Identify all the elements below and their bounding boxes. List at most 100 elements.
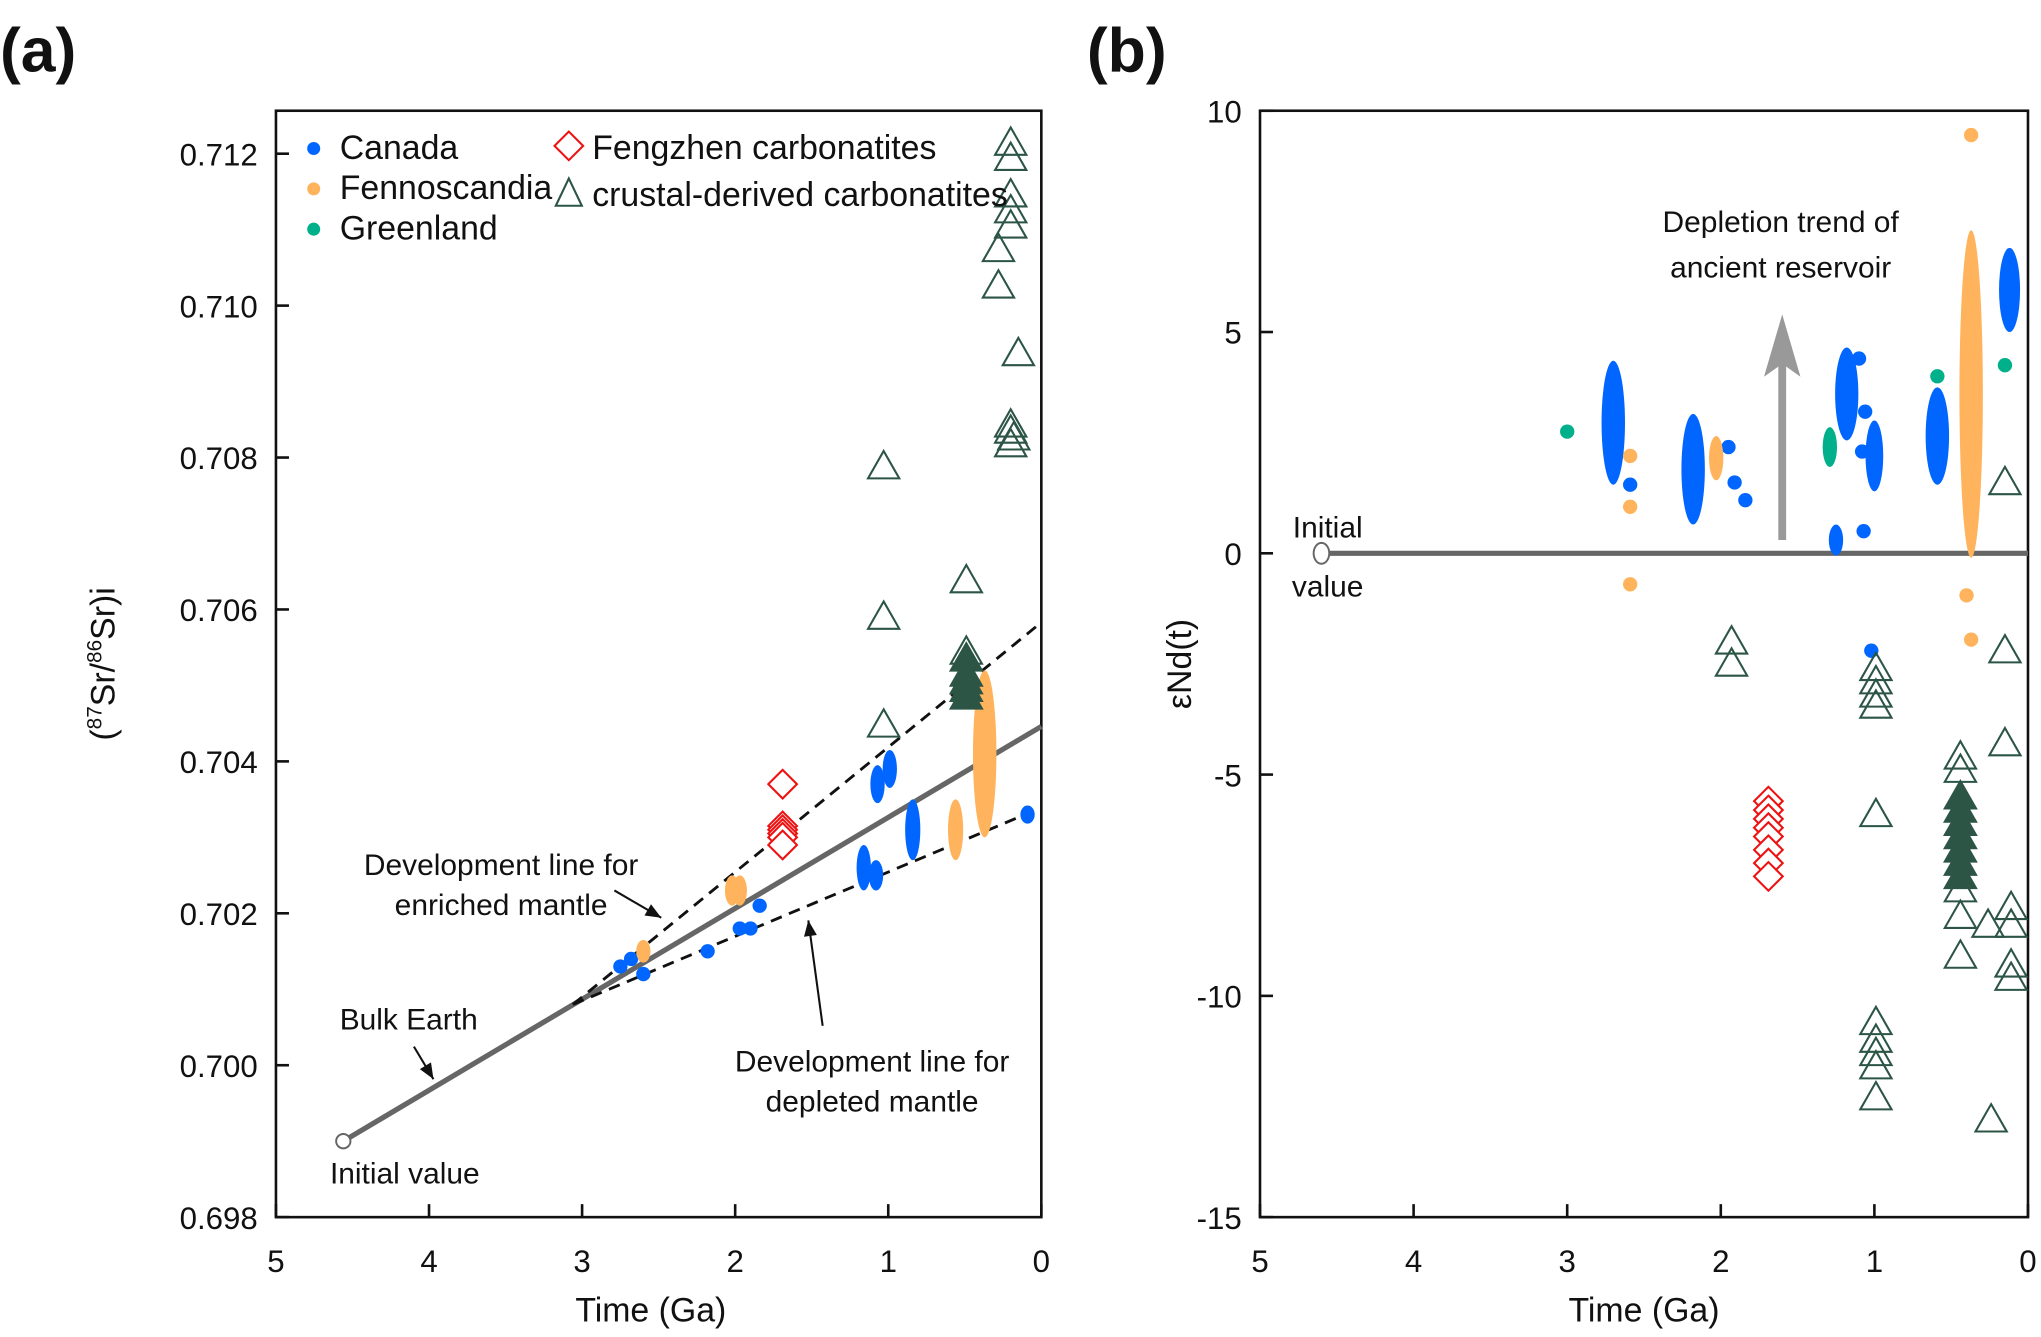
x-tick-label: 3 (1559, 1244, 1576, 1279)
point-fennoscandia (1959, 230, 1983, 558)
point-canada (1828, 524, 1844, 556)
x-tick-label: 5 (267, 1244, 284, 1279)
point-crustal-derived-carbonatites (1858, 688, 1894, 719)
point-canada (752, 898, 767, 913)
annotation-initial-2: value (1292, 570, 1364, 603)
point-canada (1865, 420, 1884, 492)
point-crustal-derived-carbonatites (1714, 646, 1749, 677)
y-tick-label: 0.708 (180, 441, 258, 476)
annotation-enriched-2: enriched mantle (395, 889, 608, 922)
point-crustal-derived-carbonatites (1858, 677, 1894, 708)
point-crustal-derived-carbonatites (866, 707, 902, 738)
point-canada (1851, 351, 1867, 366)
annotation-initial-value: Initial value (330, 1157, 480, 1190)
legend-marker-crustal (554, 176, 584, 207)
arrow-head-icon (803, 920, 817, 937)
x-tick-label: 5 (1251, 1244, 1268, 1279)
annotation-trend-2: ancient reservoir (1670, 251, 1891, 284)
point-canada (905, 799, 921, 861)
point-crustal-derived-carbonatites (1942, 898, 1978, 929)
point-greenland (1560, 424, 1575, 439)
point-crustal-derived-carbonatites (1987, 632, 2023, 664)
point-fengzhen-carbonatites (766, 829, 799, 861)
point-crustal-derived-carbonatites (1858, 1004, 1894, 1036)
y-tick-label: 0.710 (180, 289, 258, 324)
point-crustal-derived-carbonatites (1858, 1035, 1894, 1067)
point-crustal-derived-carbonatites (866, 448, 902, 480)
y-tick-label: -5 (1214, 758, 1242, 793)
legend-label-fengzhen: Fengzhen carbonatites (592, 129, 936, 167)
legend-marker-fengzhen (553, 130, 585, 162)
point-crustal-derived-carbonatites (1858, 1079, 1894, 1111)
point-fennoscandia (1963, 127, 1979, 143)
x-tick-label: 2 (726, 1244, 743, 1279)
point-crustal-derived-carbonatites (993, 426, 1029, 458)
point-greenland (1930, 369, 1945, 384)
point-canada (700, 944, 715, 959)
point-crustal-derived-carbonatites (1993, 960, 2029, 991)
x-axis-label-a: Time (Ga) (575, 1291, 726, 1329)
panel-a: (a) Time (Ga) (87Sr/86Sr)i Development l… (0, 16, 1050, 1330)
point-canada (1856, 524, 1871, 539)
point-crustal-derived-carbonatites (1714, 624, 1749, 655)
point-canada (1854, 444, 1870, 459)
y-axis-label-b: εNd(t) (1161, 619, 1199, 709)
point-canada (1623, 477, 1638, 492)
x-tick-label: 0 (1033, 1244, 1050, 1279)
x-tick-label: 4 (1405, 1244, 1422, 1279)
x-tick-label: 0 (2019, 1244, 2036, 1279)
legend-marker-canada (307, 141, 321, 155)
point-canada (1835, 347, 1859, 441)
x-tick-label: 1 (1866, 1244, 1883, 1279)
point-crustal-derived-carbonatites (1973, 1102, 2009, 1133)
y-tick-label: 0.700 (180, 1049, 258, 1084)
point-fengzhen-carbonatites (1752, 860, 1785, 893)
point-canada (1727, 475, 1742, 490)
point-fennoscandia (1623, 499, 1638, 514)
x-tick-label: 4 (420, 1244, 437, 1279)
point-fengzhen-carbonatites (766, 768, 799, 800)
point-fennoscandia (1959, 588, 1974, 603)
point-canada (1925, 387, 1950, 485)
point-greenland (1822, 427, 1838, 468)
point-canada (1858, 404, 1873, 419)
point-crustal-derived-carbonatites (981, 231, 1016, 263)
point-canada (856, 844, 871, 891)
point-crustal-derived-carbonatites (1987, 464, 2023, 496)
point-canada (732, 921, 747, 936)
annotation-depleted-2: depleted mantle (766, 1086, 979, 1119)
point-fennoscandia (1623, 577, 1638, 592)
y-tick-label: 0.712 (180, 137, 258, 172)
point-fennoscandia (636, 939, 651, 963)
point-canada (623, 951, 639, 967)
point-crustal-derived-carbonatites (1858, 1048, 1894, 1080)
arrow-head-icon (1764, 314, 1801, 377)
point-fennoscandia (972, 670, 997, 838)
point-canada (1738, 493, 1753, 508)
legend-marker-fennoscandia (307, 182, 321, 196)
point-canada (743, 921, 758, 936)
panel-label-b: (b) (1087, 16, 1167, 86)
point-canada (870, 765, 885, 804)
legend-marker-greenland (307, 222, 321, 236)
y-axis-label-a: (87Sr/86Sr)i (84, 587, 123, 740)
line-enriched-mantle (572, 621, 1043, 1006)
legend-label-greenland: Greenland (340, 210, 498, 248)
arrow-head-icon (644, 904, 662, 918)
line-bulk-earth (341, 724, 1043, 1144)
y-tick-label: 0.702 (180, 897, 258, 932)
point-canada (868, 860, 884, 891)
line-depleted-mantle (572, 806, 1042, 1006)
point-canada (1020, 805, 1035, 824)
point-canada (882, 749, 897, 788)
plot-frame (1258, 109, 2030, 1219)
point-crustal-derived-carbonatites (981, 268, 1016, 299)
point-crustal-derived-carbonatites (1993, 947, 2029, 978)
annotation-initial-1: Initial (1293, 512, 1363, 545)
panel-b: (b) Time (Ga) εNd(t) Initial value Deple… (1087, 16, 2037, 1330)
point-crustal-derived-carbonatites (993, 192, 1029, 224)
point-canada (1864, 643, 1879, 658)
point-crustal-derived-carbonatites (948, 562, 984, 594)
point-crustal-derived-carbonatites (993, 125, 1029, 156)
